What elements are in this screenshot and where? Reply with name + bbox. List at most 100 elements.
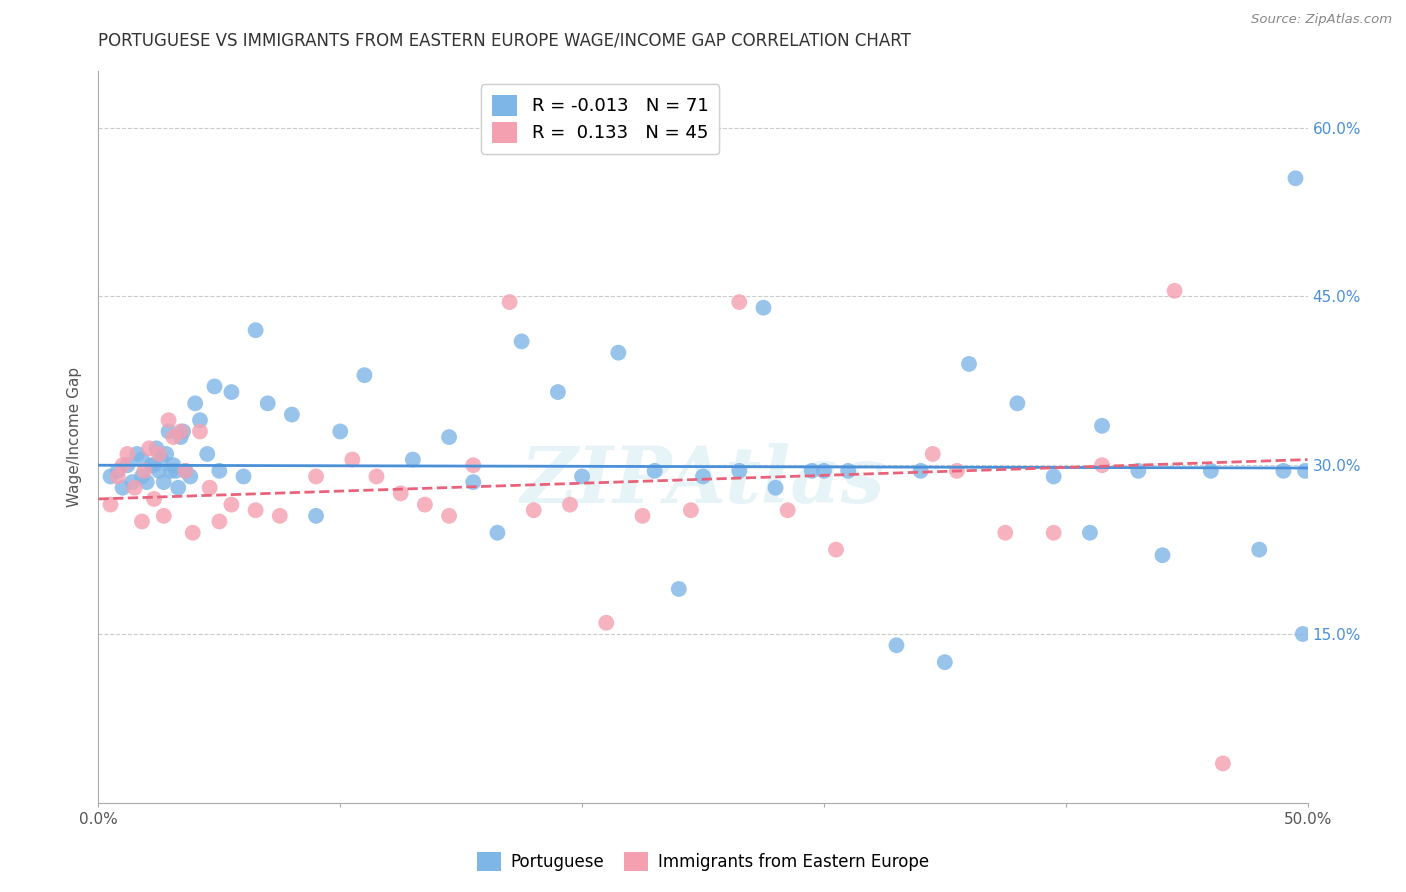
Point	[145, 442, 167, 456]
Point	[547, 385, 569, 400]
Point	[1152, 548, 1174, 562]
Point	[437, 508, 460, 523]
Point	[402, 452, 425, 467]
Point	[692, 469, 714, 483]
Point	[152, 475, 174, 489]
Point	[776, 503, 799, 517]
Point	[728, 464, 751, 478]
Point	[198, 481, 221, 495]
Point	[117, 447, 139, 461]
Point	[208, 515, 231, 529]
Point	[1128, 464, 1150, 478]
Point	[134, 464, 156, 478]
Point	[184, 396, 207, 410]
Point	[162, 430, 184, 444]
Point	[221, 498, 243, 512]
Point	[668, 582, 690, 596]
Point	[921, 447, 943, 461]
Point	[100, 498, 122, 512]
Point	[232, 469, 254, 483]
Point	[1163, 284, 1185, 298]
Point	[131, 515, 153, 529]
Point	[188, 413, 211, 427]
Point	[117, 458, 139, 473]
Point	[463, 458, 485, 473]
Point	[157, 413, 180, 427]
Point	[752, 301, 775, 315]
Point	[1007, 396, 1029, 410]
Point	[1212, 756, 1234, 771]
Point	[204, 379, 226, 393]
Point	[131, 452, 153, 467]
Point	[595, 615, 617, 630]
Point	[143, 491, 166, 506]
Point	[837, 464, 859, 478]
Point	[329, 425, 352, 439]
Point	[157, 425, 180, 439]
Point	[1091, 418, 1114, 433]
Point	[825, 542, 848, 557]
Point	[152, 508, 174, 523]
Point	[269, 508, 291, 523]
Point	[910, 464, 932, 478]
Point	[800, 464, 823, 478]
Point	[1199, 464, 1222, 478]
Point	[181, 525, 204, 540]
Point	[1249, 542, 1271, 557]
Point	[510, 334, 533, 349]
Point	[607, 345, 630, 359]
Legend: R = -0.013   N = 71, R =  0.133   N = 45: R = -0.013 N = 71, R = 0.133 N = 45	[481, 84, 720, 153]
Point	[281, 408, 304, 422]
Point	[167, 481, 190, 495]
Point	[150, 452, 173, 467]
Point	[389, 486, 412, 500]
Point	[245, 503, 267, 517]
Point	[121, 475, 143, 489]
Point	[111, 481, 134, 495]
Point	[135, 475, 157, 489]
Point	[111, 458, 134, 473]
Point	[934, 655, 956, 669]
Point	[172, 425, 194, 439]
Point	[1292, 627, 1315, 641]
Point	[1042, 469, 1064, 483]
Point	[245, 323, 267, 337]
Point	[188, 425, 211, 439]
Point	[131, 469, 153, 483]
Point	[558, 498, 581, 512]
Point	[765, 481, 787, 495]
Point	[994, 525, 1017, 540]
Point	[1078, 525, 1101, 540]
Point	[353, 368, 375, 383]
Text: PORTUGUESE VS IMMIGRANTS FROM EASTERN EUROPE WAGE/INCOME GAP CORRELATION CHART: PORTUGUESE VS IMMIGRANTS FROM EASTERN EU…	[98, 31, 911, 49]
Y-axis label: Wage/Income Gap: Wage/Income Gap	[67, 367, 83, 508]
Point	[148, 447, 170, 461]
Point	[174, 464, 197, 478]
Point	[523, 503, 546, 517]
Point	[221, 385, 243, 400]
Point	[179, 469, 201, 483]
Point	[813, 464, 835, 478]
Point	[1272, 464, 1295, 478]
Point	[155, 447, 177, 461]
Point	[644, 464, 666, 478]
Point	[148, 464, 170, 478]
Point	[679, 503, 702, 517]
Point	[107, 469, 129, 483]
Point	[174, 464, 197, 478]
Point	[160, 464, 183, 478]
Point	[195, 447, 218, 461]
Text: Source: ZipAtlas.com: Source: ZipAtlas.com	[1251, 13, 1392, 27]
Text: ZIPAtlas: ZIPAtlas	[520, 442, 886, 519]
Point	[366, 469, 388, 483]
Point	[571, 469, 593, 483]
Point	[127, 447, 149, 461]
Point	[138, 442, 160, 456]
Legend: Portuguese, Immigrants from Eastern Europe: Portuguese, Immigrants from Eastern Euro…	[468, 843, 938, 880]
Point	[124, 481, 146, 495]
Point	[463, 475, 485, 489]
Point	[256, 396, 278, 410]
Point	[100, 469, 122, 483]
Point	[305, 469, 328, 483]
Point	[169, 425, 191, 439]
